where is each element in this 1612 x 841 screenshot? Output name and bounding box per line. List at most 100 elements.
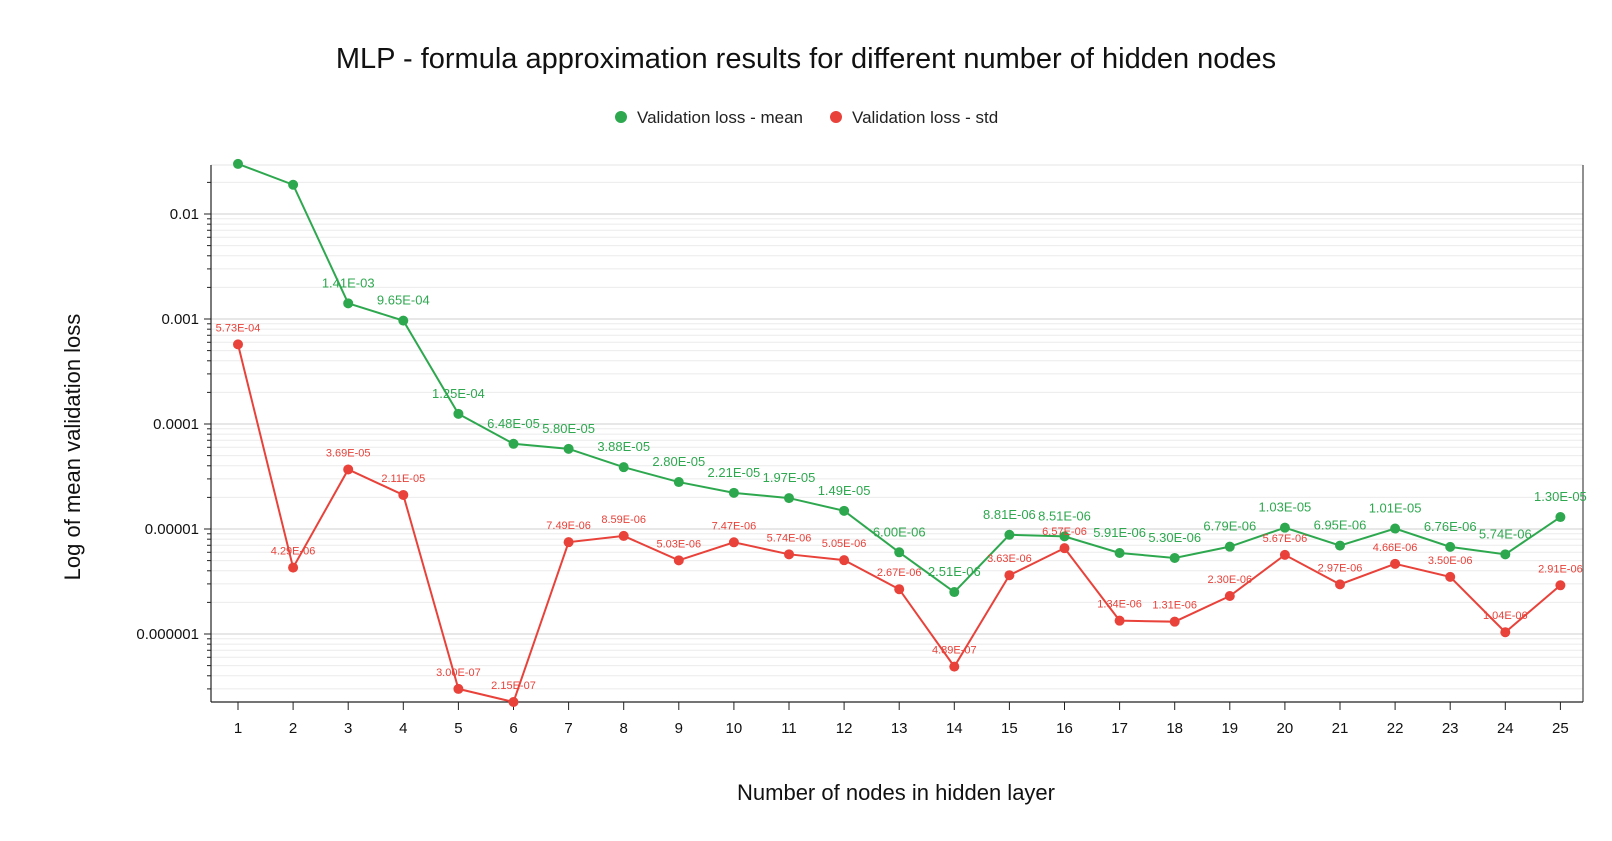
data-point-std	[1390, 558, 1401, 569]
data-point-std	[618, 530, 629, 541]
data-point-mean	[1390, 523, 1401, 534]
data-label-std: 8.59E-06	[601, 514, 646, 526]
data-label-mean: 2.51E-06	[928, 564, 981, 579]
data-point-mean	[1004, 529, 1015, 540]
data-point-std	[563, 537, 574, 548]
x-tick-label: 2	[289, 720, 297, 737]
data-label-mean: 6.79E-06	[1203, 519, 1256, 534]
data-label-mean: 5.80E-05	[542, 421, 595, 436]
data-point-std	[1279, 549, 1290, 560]
data-label-std: 4.66E-06	[1373, 542, 1418, 554]
x-axis-ticks: 1 2 3 4 5 6 7 8 9 10 11 12 13 14 15 16 17 18 19 20 21 22 23 24 2…	[234, 702, 1569, 737]
data-point-std	[894, 584, 905, 595]
data-label-std: 3.00E-07	[436, 667, 481, 679]
data-point-std	[839, 555, 850, 566]
data-point-mean	[1500, 549, 1511, 560]
data-label-std: 2.11E-05	[381, 473, 425, 485]
data-label-mean: 3.88E-05	[597, 439, 650, 454]
data-point-std	[673, 555, 684, 566]
x-tick-label: 14	[946, 720, 963, 737]
data-label-std: 7.47E-06	[712, 520, 757, 532]
data-point-std	[343, 464, 354, 475]
data-label-mean: 1.30E-05	[1534, 489, 1587, 504]
data-point-mean	[1279, 522, 1290, 533]
data-label-mean: 6.00E-06	[873, 524, 926, 539]
data-label-std: 2.97E-06	[1318, 562, 1363, 574]
data-label-std: 5.73E-04	[216, 322, 261, 334]
data-point-mean	[839, 505, 850, 516]
legend-item-mean[interactable]: Validation loss - mean	[615, 108, 803, 127]
data-point-mean	[894, 547, 905, 558]
series-mean: 1.41E-039.65E-04 1.25E-046.48E-05 5.80E-05…	[233, 158, 1587, 598]
x-tick-label: 20	[1277, 720, 1294, 737]
data-point-mean	[618, 462, 629, 473]
x-tick-label: 11	[781, 720, 797, 737]
data-point-std	[1059, 543, 1070, 554]
data-label-std: 7.49E-06	[546, 520, 591, 532]
data-point-mean	[233, 158, 243, 169]
data-point-std	[508, 697, 519, 707]
data-label-std: 4.89E-07	[932, 645, 977, 657]
x-tick-label: 25	[1552, 720, 1569, 737]
x-tick-label: 22	[1387, 720, 1404, 737]
x-tick-label: 9	[675, 720, 683, 737]
data-label-mean: 2.21E-05	[708, 465, 761, 480]
data-label-std: 2.15E-07	[491, 680, 536, 692]
data-label-mean: 8.51E-06	[1038, 508, 1091, 523]
data-point-mean	[784, 493, 794, 504]
legend: Validation loss - mean Validation loss -…	[615, 108, 998, 127]
data-point-mean	[508, 438, 519, 449]
data-label-mean: 5.74E-06	[1479, 526, 1532, 541]
data-label-std: 1.31E-06	[1152, 600, 1197, 612]
data-point-mean	[1169, 552, 1180, 563]
data-label-std: 3.50E-06	[1428, 555, 1473, 567]
y-tick-label: 0.01	[170, 206, 199, 223]
x-tick-label: 4	[399, 720, 407, 737]
data-label-mean: 6.48E-05	[487, 416, 540, 431]
x-tick-label: 10	[726, 720, 743, 737]
data-label-std: 3.69E-05	[326, 447, 371, 459]
x-tick-label: 15	[1001, 720, 1018, 737]
data-label-std: 1.34E-06	[1097, 599, 1142, 611]
data-point-std	[453, 683, 464, 694]
legend-marker-std	[830, 111, 842, 123]
x-tick-label: 18	[1166, 720, 1183, 737]
data-point-mean	[453, 408, 464, 419]
x-tick-label: 24	[1497, 720, 1514, 737]
data-label-mean: 9.65E-04	[377, 293, 430, 308]
data-label-mean: 6.95E-06	[1314, 518, 1367, 533]
y-tick-label: 0.001	[161, 311, 199, 328]
data-point-mean	[1059, 531, 1070, 542]
x-tick-label: 23	[1442, 720, 1459, 737]
x-tick-label: 12	[836, 720, 853, 737]
data-point-std	[1224, 591, 1235, 602]
data-label-std: 2.67E-06	[877, 567, 922, 579]
legend-label-mean: Validation loss - mean	[637, 108, 803, 127]
x-tick-label: 16	[1056, 720, 1073, 737]
data-label-std: 5.74E-06	[767, 532, 812, 544]
data-label-mean: 1.41E-03	[322, 275, 375, 290]
data-label-mean: 5.30E-06	[1148, 530, 1201, 545]
legend-item-std[interactable]: Validation loss - std	[830, 108, 998, 127]
legend-label-std: Validation loss - std	[852, 108, 998, 127]
gridlines	[211, 164, 1583, 690]
data-point-mean	[949, 587, 960, 598]
x-tick-label: 6	[509, 720, 517, 737]
data-point-mean	[288, 179, 299, 190]
x-tick-label: 8	[620, 720, 628, 737]
data-point-std	[398, 489, 409, 500]
data-label-std: 3.63E-06	[987, 553, 1032, 565]
data-point-mean	[1335, 540, 1345, 551]
data-label-mean: 8.81E-06	[983, 507, 1036, 522]
x-tick-label: 1	[234, 720, 242, 737]
series: 1.41E-039.65E-04 1.25E-046.48E-05 5.80E-05…	[216, 158, 1587, 707]
x-tick-label: 3	[344, 720, 352, 737]
data-point-std	[1004, 570, 1015, 581]
x-tick-label: 7	[564, 720, 572, 737]
data-label-std: 5.05E-06	[822, 538, 867, 550]
data-point-mean	[343, 298, 354, 309]
x-tick-label: 13	[891, 720, 908, 737]
x-tick-label: 5	[454, 720, 462, 737]
data-point-std	[949, 661, 960, 672]
